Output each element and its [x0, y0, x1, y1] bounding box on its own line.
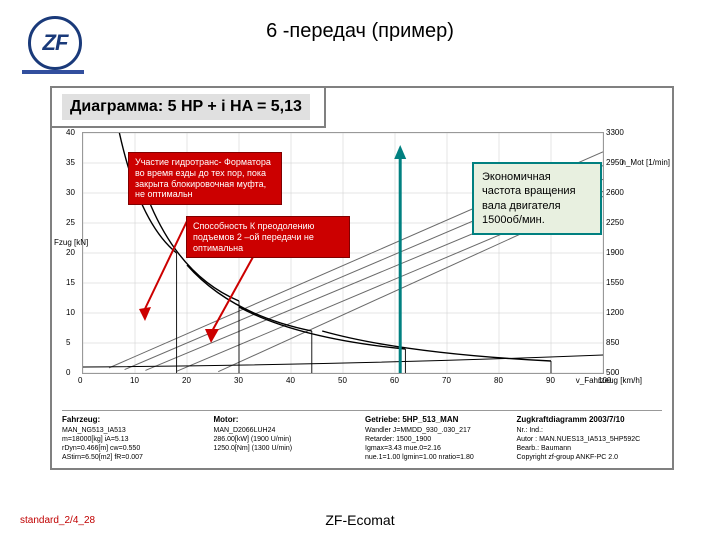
chart-container: Диаграмма: 5 HP + i HA = 5,13 Fzug [kN] …: [50, 86, 674, 470]
y-right-tick: 850: [606, 338, 619, 347]
x-tick: 60: [390, 376, 399, 385]
x-tick: 80: [494, 376, 503, 385]
y-right-tick: 1550: [606, 278, 624, 287]
y-left-tick: 20: [66, 248, 75, 257]
y-left-tick: 10: [66, 308, 75, 317]
x-tick: 70: [442, 376, 451, 385]
x-tick: 40: [286, 376, 295, 385]
callout-red-1: Участие гидротранс- Форматора во время е…: [128, 152, 282, 205]
y-left-tick: 5: [66, 338, 70, 347]
y-left-tick: 25: [66, 218, 75, 227]
meta-col-info: Zugkraftdiagramm 2003/7/10 Nr.: Ind.: Au…: [517, 415, 663, 462]
x-tick: 0: [78, 376, 82, 385]
page-title: 6 -передач (пример): [0, 20, 720, 43]
footer-center: ZF-Ecomat: [0, 512, 720, 528]
y-left-tick: 35: [66, 158, 75, 167]
diagram-label-box: Диаграмма: 5 HP + i HA = 5,13: [50, 86, 326, 128]
y-right-tick: 1900: [606, 248, 624, 257]
y-left-axis-label: Fzug [kN]: [54, 238, 88, 247]
logo-underline: [22, 70, 84, 74]
x-tick: 30: [234, 376, 243, 385]
y-left-tick: 15: [66, 278, 75, 287]
meta-col-motor: Motor: MAN_D2066LUH24 286.00[kW] (1900 U…: [214, 415, 360, 462]
meta-col-vehicle: Fahrzeug: MAN_NG513_IA513 m=18000[kg] iA…: [62, 415, 208, 462]
x-tick: 100: [598, 376, 611, 385]
y-right-tick: 1200: [606, 308, 624, 317]
y-right-tick: 2950: [606, 158, 624, 167]
y-left-tick: 30: [66, 188, 75, 197]
x-tick: 90: [546, 376, 555, 385]
x-tick: 10: [130, 376, 139, 385]
y-right-tick: 2250: [606, 218, 624, 227]
chart-meta: Fahrzeug: MAN_NG513_IA513 m=18000[kg] iA…: [62, 410, 662, 462]
y-right-tick: 2600: [606, 188, 624, 197]
y-left-tick: 0: [66, 368, 70, 377]
callout-green: Экономичная частота вращения вала двигат…: [472, 162, 602, 235]
y-left-tick: 40: [66, 128, 75, 137]
meta-col-gearbox: Getriebe: 5HP_513_MAN Wandler J=MMDD_930…: [365, 415, 511, 462]
y-right-tick: 3300: [606, 128, 624, 137]
x-tick: 50: [338, 376, 347, 385]
x-tick: 20: [182, 376, 191, 385]
diagram-label: Диаграмма: 5 HP + i HA = 5,13: [62, 94, 310, 120]
callout-red-2: Способность К преодолению подъемов 2 –ой…: [186, 216, 350, 258]
y-right-axis-label: n_Mot [1/min]: [622, 158, 670, 167]
